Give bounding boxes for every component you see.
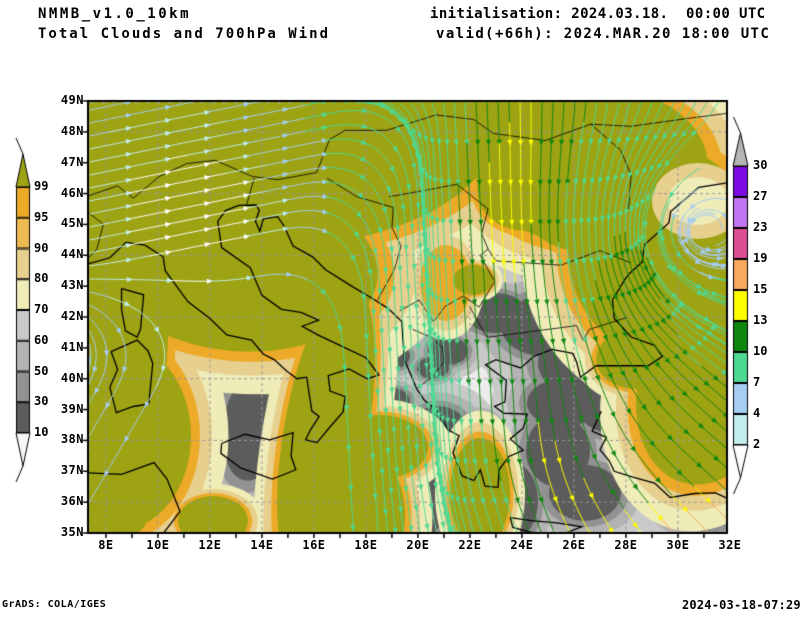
timestamp: 2024-03-18-07:29 xyxy=(682,598,800,612)
grads-credit: GrADS: COLA/IGES xyxy=(2,599,107,610)
valid-time: valid(+66h): 2024.MAR.20 18:00 UTC xyxy=(436,26,771,42)
cloud-scale-label: 99 xyxy=(34,179,49,193)
wind-scale-label: 10 xyxy=(753,344,768,358)
model-title: NMMB_v1.0_10km xyxy=(38,6,192,22)
lon-label: 24E xyxy=(510,538,534,552)
lat-label: 37N xyxy=(60,463,84,478)
cloud-scale-label: 80 xyxy=(34,271,49,286)
lat-label: 41N xyxy=(60,339,84,354)
wind-scale-label: 30 xyxy=(753,158,768,172)
lat-label: 39N xyxy=(60,401,84,416)
lat-label: 35N xyxy=(60,524,84,539)
lon-label: 20E xyxy=(406,538,430,552)
lat-label: 42N xyxy=(60,308,84,323)
lon-label: 8E xyxy=(98,538,114,552)
lon-label: 26E xyxy=(562,538,586,552)
wind-scale-label: 27 xyxy=(753,189,768,203)
wind-scale-label: 23 xyxy=(753,220,768,234)
lon-label: 28E xyxy=(614,538,638,552)
wind-scale-label: 15 xyxy=(753,282,768,296)
cloud-scale-label: 50 xyxy=(34,363,49,378)
lat-label: 44N xyxy=(60,247,84,262)
lon-label: 12E xyxy=(198,538,222,552)
lat-label: 38N xyxy=(60,432,84,447)
lon-label: 14E xyxy=(250,538,274,552)
lon-label: 32E xyxy=(718,538,742,552)
cloud-scale-label: 95 xyxy=(34,209,49,224)
lon-label: 10E xyxy=(146,538,170,552)
init-time: initialisation: 2024.03.18. 00:00 UTC xyxy=(430,6,766,22)
cloud-scale-label: 10 xyxy=(34,425,49,439)
lon-label: 30E xyxy=(666,538,690,552)
lat-label: 47N xyxy=(60,154,84,169)
lat-label: 40N xyxy=(60,370,84,385)
cloud-scale-label: 90 xyxy=(34,240,49,255)
lat-label: 46N xyxy=(60,185,84,200)
cloud-scale-label: 30 xyxy=(34,394,49,409)
lat-label: 49N xyxy=(60,93,84,107)
wind-scale-label: 4 xyxy=(753,406,761,420)
wind-scale-label: 2 xyxy=(753,437,761,451)
lat-label: 45N xyxy=(60,216,84,231)
wind-scale-label: 7 xyxy=(753,375,761,389)
wind-scale-label: 13 xyxy=(753,313,768,327)
lon-label: 22E xyxy=(458,538,482,552)
lon-label: 18E xyxy=(354,538,378,552)
cloud-scale-label: 70 xyxy=(34,302,49,316)
lat-label: 43N xyxy=(60,278,84,293)
cloud-scale-label: 60 xyxy=(34,332,49,347)
lat-label: 36N xyxy=(60,494,84,509)
lon-label: 16E xyxy=(302,538,326,552)
lat-label: 48N xyxy=(60,123,84,138)
wind-scale-label: 19 xyxy=(753,251,768,265)
product-title: Total Clouds and 700hPa Wind xyxy=(38,26,331,42)
